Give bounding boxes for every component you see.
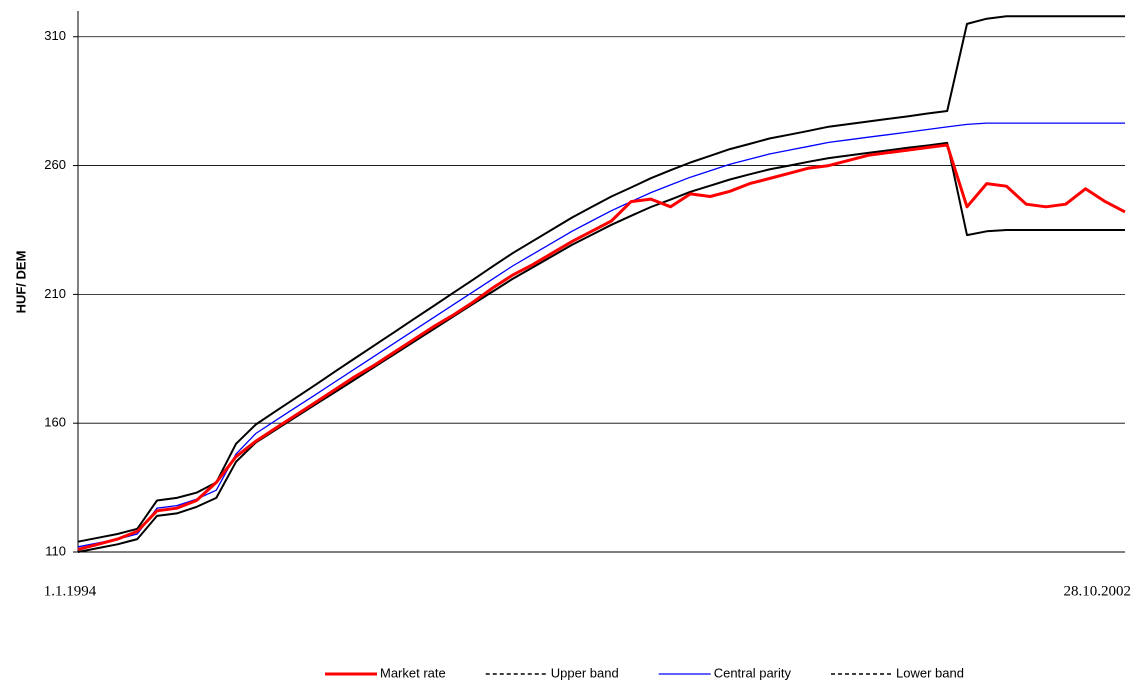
y-tick-label: 160 [44, 415, 66, 430]
legend-label: Lower band [896, 665, 964, 680]
y-tick-label: 260 [44, 157, 66, 172]
line [77, 143, 1126, 551]
y-tick-label: 310 [44, 28, 66, 43]
legend-label: Upper band [551, 665, 619, 680]
y-axis-label: HUF/ DEM [13, 251, 28, 314]
legend-label: Market rate [380, 665, 446, 680]
line [77, 15, 1125, 543]
y-tick-label: 110 [45, 543, 66, 558]
y-tick-label: 210 [44, 286, 66, 301]
x-tick-label: 1.1.1994 [44, 583, 97, 599]
x-tick-label: 28.10.2002 [1064, 583, 1132, 599]
line [77, 122, 1125, 548]
legend-label: Central parity [714, 665, 792, 680]
